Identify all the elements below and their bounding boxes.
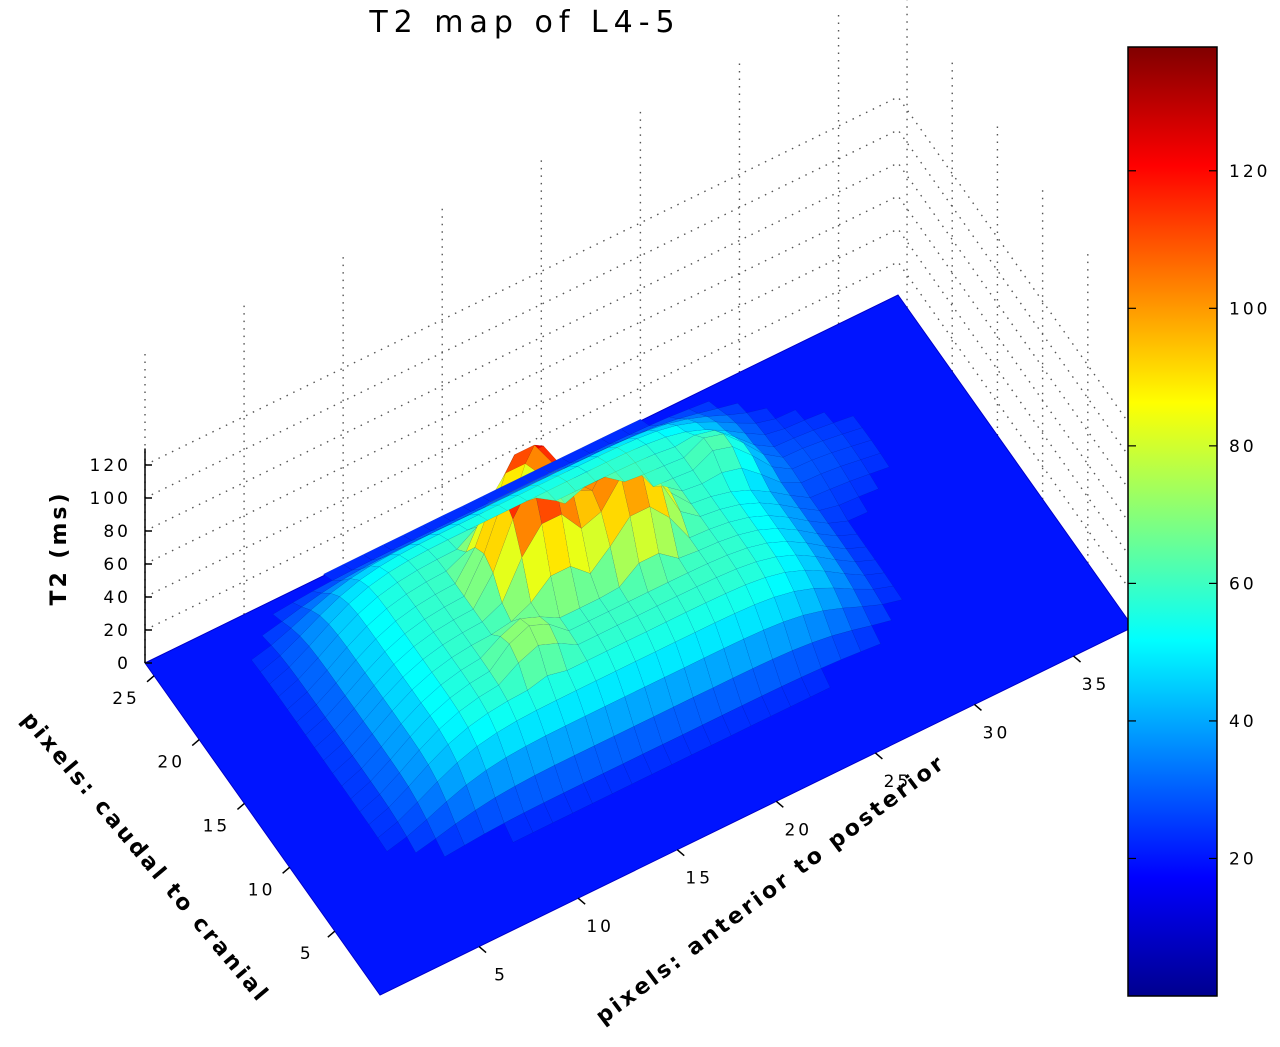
surface-cell <box>501 476 532 493</box>
colorbar: 20 40 60 80 100 120 <box>1127 46 1270 997</box>
z-tick-label: 100 <box>90 489 131 509</box>
surface-cell <box>272 602 303 622</box>
y-tick-label: 10 <box>248 880 276 900</box>
z-tick-label: 80 <box>103 522 131 542</box>
y-tick-mark <box>327 930 336 938</box>
surface-cell <box>362 544 393 561</box>
x-tick-mark <box>577 897 586 905</box>
y-tick-label: 5 <box>300 944 314 964</box>
y-tick-label: 20 <box>157 753 185 773</box>
y-tick-mark <box>191 739 200 747</box>
z-tick-label: 0 <box>117 654 131 674</box>
x-tick-label: 25 <box>884 772 912 792</box>
x-tick-label: 35 <box>1082 675 1110 695</box>
grid-line <box>144 96 1134 466</box>
x-tick-mark <box>478 946 487 954</box>
z-tick-label: 20 <box>103 621 131 641</box>
x-tick-label: 30 <box>983 723 1011 743</box>
y-tick-mark <box>282 866 291 874</box>
x-tick-label: 20 <box>784 820 812 840</box>
x-tick-mark <box>973 703 982 712</box>
surface-cell <box>342 554 373 571</box>
y-tick-label: 25 <box>112 689 140 709</box>
y-tick-mark <box>146 675 155 683</box>
x-tick-label: 5 <box>494 966 508 986</box>
colorbar-tick-label: 60 <box>1229 574 1257 594</box>
x-tick-mark <box>775 800 784 808</box>
z-tick-label: 60 <box>103 555 131 575</box>
colorbar-tick-label: 120 <box>1229 162 1270 182</box>
y-tick-mark <box>236 802 245 811</box>
x-tick-mark <box>1073 655 1082 663</box>
surface-mesh <box>251 400 903 858</box>
z-tick-label: 120 <box>90 456 131 476</box>
colorbar-tick-label: 20 <box>1229 849 1257 869</box>
x-tick-mark <box>676 849 685 857</box>
x-tick-label: 15 <box>685 869 713 889</box>
surface-cell <box>322 564 353 581</box>
colorbar-gradient <box>1127 46 1218 997</box>
z-tick-label: 40 <box>103 588 131 608</box>
x-tick-label: 10 <box>586 917 614 937</box>
surface-cell <box>688 400 719 414</box>
y-tick-label: 15 <box>203 816 231 836</box>
chart-title: T2 map of L4-5 <box>368 5 680 40</box>
x-tick-mark <box>874 752 883 760</box>
colorbar-tick-label: 80 <box>1229 437 1257 457</box>
z-axis-label: T2 (ms) <box>47 490 72 605</box>
colorbar-tick-label: 100 <box>1229 299 1270 319</box>
colorbar-tick-label: 40 <box>1229 712 1257 732</box>
axes-3d: 0 20 40 60 80 100 120 5 10 15 20 25 5 10 15 20 25 30 35 <box>90 448 1110 986</box>
